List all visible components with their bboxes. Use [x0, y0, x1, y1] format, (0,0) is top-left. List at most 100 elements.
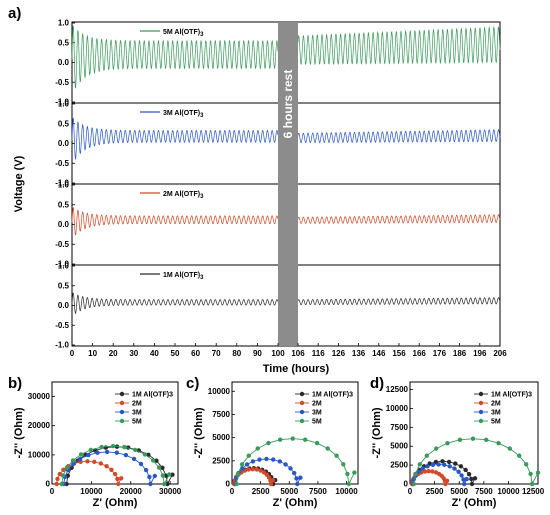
nyquist-point-3M — [77, 456, 83, 462]
x-tick-label: 156 — [392, 349, 406, 358]
y-tick-label: 0 — [46, 480, 51, 489]
nyquist-point-5M — [59, 481, 64, 487]
nyquist-point-5M — [156, 465, 162, 470]
nyquist-point-1M — [458, 464, 464, 469]
x-tick-label: 5000 — [280, 487, 298, 496]
nyquist-chart-c: 0 2500 5000 7500 10000 0 2500 5000 7500 10000 Z' (… — [193, 381, 359, 509]
x-tick-label: 0 — [230, 487, 235, 496]
nyquist-point-3M — [447, 464, 452, 469]
nyquist-point-3M — [257, 457, 262, 462]
nyquist-point-5M — [484, 437, 489, 442]
nyquist-point-3M — [283, 462, 288, 467]
nyquist-point-5M — [160, 473, 166, 478]
nyquist-point-2M — [85, 459, 90, 464]
nyquist-point-2M — [61, 467, 66, 472]
x-axis-title: Time (hours) — [263, 363, 330, 375]
x-tick-label: 10000 — [80, 487, 103, 496]
nyquist-point-2M — [104, 464, 109, 469]
nyquist-point-5M — [122, 444, 127, 450]
nyquist-point-3M — [456, 469, 461, 474]
nyquist-point-5M — [64, 465, 70, 470]
nyquist-point-1M — [440, 459, 445, 464]
y-tick-label: 0.5 — [58, 200, 70, 209]
x-tick-label: 166 — [413, 349, 427, 358]
x-axis-title: Z' (Ohm) — [452, 497, 497, 509]
y-tick-label: 1.0 — [58, 262, 70, 271]
y-tick-label: -1.0 — [55, 341, 69, 350]
x-tick-label: 7500 — [309, 487, 327, 496]
legend-label-3M: 3M — [312, 410, 322, 417]
legend-marker-5M — [299, 418, 305, 424]
x-tick-label: 50 — [171, 349, 180, 358]
y-tick-label: -1.0 — [55, 179, 69, 188]
nyquist-point-3M — [288, 466, 293, 471]
nyquist-point-3M — [123, 452, 129, 458]
x-tick-label: 196 — [473, 349, 487, 358]
nyquist-point-5M — [334, 453, 339, 458]
y-tick-label: 7500 — [390, 423, 408, 432]
nyquist-line-3M — [63, 451, 156, 486]
nyquist-point-2M — [254, 467, 259, 472]
legend-subscript: 3 — [200, 194, 204, 200]
nyquist-point-3M — [464, 476, 469, 482]
nyquist-point-1M — [466, 472, 472, 477]
nyquist-point-5M — [470, 436, 476, 441]
panel-label-c: c) — [186, 375, 199, 392]
legend-label-5M: 5M — [132, 419, 142, 426]
legend-marker-5M — [119, 418, 125, 424]
y-tick-label: 10000 — [386, 404, 409, 413]
nyquist-line-2M — [56, 460, 122, 486]
nyquist-point-5M — [413, 471, 418, 477]
legend-subscript: 3 — [200, 32, 204, 38]
nyquist-line-3M — [234, 458, 301, 486]
x-tick-label: 12500 — [522, 487, 545, 496]
nyquist-point-5M — [529, 481, 535, 487]
nyquist-point-3M — [462, 481, 467, 487]
legend-label-1M: 1M Al(OTF)3 — [312, 392, 353, 399]
nyquist-point-2M — [268, 481, 274, 487]
voltage-trace-3M — [71, 117, 501, 161]
nyquist-point-3M — [152, 473, 157, 479]
nyquist-point-2M — [430, 469, 435, 474]
y-tick-label: 0 — [226, 480, 231, 489]
nyquist-point-5M — [517, 453, 522, 458]
nyquist-point-3M — [430, 462, 436, 467]
nyquist-point-1M — [165, 481, 170, 487]
y-tick-label: 5000 — [390, 442, 408, 451]
x-tick-label: 10 — [88, 349, 97, 358]
legend-marker-1M — [299, 391, 305, 397]
nyquist-point-5M — [528, 471, 533, 477]
panel-label-b: b) — [8, 375, 22, 392]
x-axis-title: Z' (Ohm) — [273, 497, 318, 509]
nyquist-point-5M — [70, 458, 76, 463]
nyquist-point-5M — [303, 437, 308, 442]
x-tick-label: 20000 — [120, 487, 143, 496]
y-tick-label: 2500 — [212, 456, 230, 465]
nyquist-point-2M — [250, 467, 255, 472]
nyquist-point-1M — [469, 476, 474, 482]
legend-label-3M: 3M — [132, 410, 142, 417]
x-tick-label: 126 — [332, 349, 346, 358]
x-tick-label: 90 — [253, 349, 262, 358]
nyquist-point-3M — [104, 449, 110, 455]
voltage-time-chart: -1.0 -0.5 0.0 0.5 1.0 5M Al(OTF)3 -1.0 -0.5 0.0 0… — [13, 19, 507, 376]
legend-label-1M: 1M Al(OTF)3 — [132, 392, 173, 399]
nyquist-chart-d: 0 2500 5000 7500 10000 1250002500500075001000… — [371, 381, 545, 509]
nyquist-point-3M — [250, 459, 256, 464]
nyquist-point-3M — [271, 457, 276, 462]
y-tick-label: 0.0 — [58, 58, 70, 67]
y-tick-label: 1.0 — [58, 100, 70, 109]
nyquist-point-5M — [496, 441, 501, 446]
y-tick-label: -0.5 — [55, 159, 69, 168]
nyquist-point-2M — [55, 476, 60, 482]
x-tick-label: 80 — [232, 349, 241, 358]
x-tick-label: 186 — [453, 349, 467, 358]
legend-label-5M: 5M — [491, 419, 501, 426]
nyquist-point-1M — [453, 461, 458, 466]
nyquist-point-5M — [266, 440, 271, 446]
legend-label-1M: 1M Al(OTF)3 — [163, 272, 204, 281]
rest-bar — [278, 22, 298, 346]
nyquist-point-5M — [314, 440, 320, 446]
x-tick-label: 30000 — [159, 487, 182, 496]
legend-marker-3M — [119, 409, 125, 415]
